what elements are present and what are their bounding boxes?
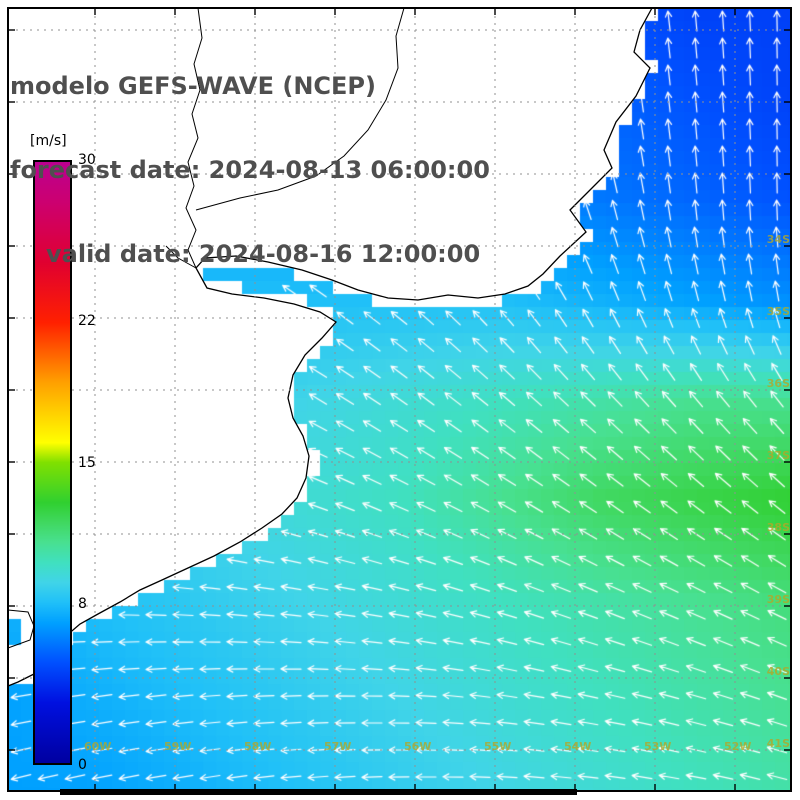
land-mask <box>8 8 652 686</box>
latitude-label: 38S <box>766 521 790 534</box>
longitude-label: 55W <box>484 740 512 753</box>
river-line <box>185 7 203 269</box>
river-line <box>165 245 197 269</box>
longitude-label: 56W <box>404 740 432 753</box>
colorbar-tick-label: 8 <box>78 595 87 612</box>
longitude-label: 52W <box>724 740 752 753</box>
valid-date: valid date: 2024-08-16 12:00:00 <box>46 240 481 268</box>
longitude-label: 59W <box>164 740 192 753</box>
latitude-label: 39S <box>766 593 790 606</box>
model-title: modelo GEFS-WAVE (NCEP) <box>10 72 376 100</box>
river-line <box>195 7 405 211</box>
forecast-date: forecast date: 2024-08-13 06:00:00 <box>10 156 490 184</box>
latitude-label: 41S <box>766 737 790 750</box>
latitude-label: 37S <box>766 449 790 462</box>
longitude-label: 53W <box>644 740 672 753</box>
latitude-label: 36S <box>766 377 790 390</box>
longitude-label: 60W <box>84 740 112 753</box>
bay-inlet-outline <box>7 609 35 649</box>
latitude-label: 34S <box>766 233 790 246</box>
colorbar-tick-label: 0 <box>78 757 87 773</box>
latitude-label: 40S <box>766 665 790 678</box>
colorbar-tick-label: 15 <box>78 454 96 471</box>
latitude-label: 35S <box>766 305 790 318</box>
colorbar-gradient <box>33 160 72 765</box>
longitude-label: 57W <box>324 740 352 753</box>
longitude-label: 58W <box>244 740 272 753</box>
coastline <box>7 7 653 687</box>
colorbar-tick-label: 30 <box>78 152 96 168</box>
colorbar-tick-label: 22 <box>78 313 96 330</box>
colorbar-unit-label: [m/s] <box>30 133 67 149</box>
title-block: modelo GEFS-WAVE (NCEP) forecast date: 2… <box>10 16 490 324</box>
bottom-bar <box>60 789 577 795</box>
longitude-label: 54W <box>564 740 592 753</box>
